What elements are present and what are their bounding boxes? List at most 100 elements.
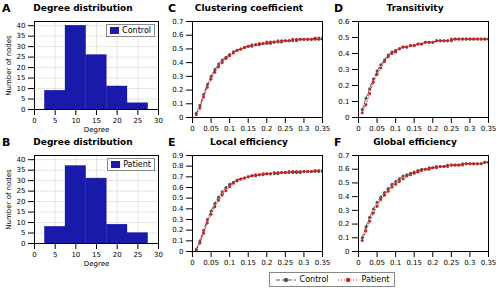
svg-text:0.5: 0.5 <box>172 194 183 202</box>
svg-text:0.4: 0.4 <box>172 59 184 67</box>
svg-text:30: 30 <box>154 251 163 259</box>
svg-text:0.3: 0.3 <box>298 259 309 267</box>
svg-text:0.1: 0.1 <box>172 100 183 108</box>
svg-text:0.3: 0.3 <box>172 216 183 224</box>
svg-text:0: 0 <box>32 251 36 259</box>
svg-text:0.3: 0.3 <box>338 207 349 215</box>
svg-text:0.9: 0.9 <box>172 152 183 160</box>
svg-text:Degree: Degree <box>84 126 109 134</box>
svg-text:0: 0 <box>21 106 25 114</box>
svg-text:0.35: 0.35 <box>481 125 497 133</box>
svg-text:Number of nodes: Number of nodes <box>5 35 13 96</box>
svg-text:35: 35 <box>17 32 26 40</box>
svg-text:0.5: 0.5 <box>338 179 349 187</box>
svg-text:0.4: 0.4 <box>172 205 184 213</box>
svg-text:0: 0 <box>356 125 360 133</box>
svg-text:15: 15 <box>92 251 101 259</box>
svg-text:0.1: 0.1 <box>338 234 349 242</box>
svg-text:5: 5 <box>53 251 57 259</box>
svg-text:0.35: 0.35 <box>315 125 331 133</box>
svg-text:0.35: 0.35 <box>315 259 331 267</box>
svg-text:0: 0 <box>345 114 349 122</box>
svg-text:0: 0 <box>190 125 194 133</box>
svg-text:0.6: 0.6 <box>338 18 350 26</box>
svg-text:15: 15 <box>92 117 101 125</box>
svg-text:10: 10 <box>71 117 80 125</box>
svg-text:0.05: 0.05 <box>369 259 385 267</box>
svg-text:0.2: 0.2 <box>338 220 349 228</box>
svg-text:Number of nodes: Number of nodes <box>5 169 13 230</box>
svg-text:20: 20 <box>113 251 122 259</box>
svg-text:40: 40 <box>17 156 26 164</box>
svg-text:0.2: 0.2 <box>427 125 438 133</box>
svg-text:0.25: 0.25 <box>278 125 294 133</box>
svg-text:0.3: 0.3 <box>338 66 349 74</box>
svg-text:10: 10 <box>71 251 80 259</box>
svg-text:30: 30 <box>154 117 163 125</box>
svg-text:20: 20 <box>17 198 26 206</box>
svg-text:0: 0 <box>179 248 183 256</box>
svg-text:25: 25 <box>133 251 142 259</box>
svg-text:15: 15 <box>17 74 26 82</box>
svg-text:0.15: 0.15 <box>240 125 256 133</box>
svg-text:10: 10 <box>17 219 26 227</box>
svg-text:0: 0 <box>179 114 183 122</box>
svg-text:0.7: 0.7 <box>338 152 349 160</box>
svg-text:25: 25 <box>17 53 26 61</box>
svg-text:0.8: 0.8 <box>172 162 183 170</box>
svg-text:0: 0 <box>190 259 194 267</box>
svg-text:0.1: 0.1 <box>390 259 401 267</box>
svg-text:0.4: 0.4 <box>338 50 350 58</box>
svg-text:0.1: 0.1 <box>172 237 183 245</box>
svg-text:30: 30 <box>17 43 26 51</box>
svg-text:0.05: 0.05 <box>203 125 219 133</box>
svg-text:0: 0 <box>345 248 349 256</box>
svg-text:0.3: 0.3 <box>464 259 475 267</box>
svg-text:5: 5 <box>21 229 25 237</box>
svg-text:0.7: 0.7 <box>172 173 183 181</box>
svg-text:Degree: Degree <box>84 260 109 268</box>
svg-text:40: 40 <box>17 22 26 30</box>
svg-text:0.15: 0.15 <box>240 259 256 267</box>
svg-text:0.15: 0.15 <box>406 125 422 133</box>
svg-text:0.5: 0.5 <box>338 34 349 42</box>
svg-text:35: 35 <box>17 166 26 174</box>
svg-text:0: 0 <box>21 240 25 248</box>
svg-text:30: 30 <box>17 177 26 185</box>
svg-text:0.3: 0.3 <box>464 125 475 133</box>
svg-text:0.1: 0.1 <box>224 259 235 267</box>
svg-text:0.1: 0.1 <box>338 98 349 106</box>
svg-text:20: 20 <box>113 117 122 125</box>
svg-text:0.5: 0.5 <box>172 45 183 53</box>
svg-text:5: 5 <box>21 95 25 103</box>
svg-text:0.25: 0.25 <box>278 259 294 267</box>
svg-text:15: 15 <box>17 208 26 216</box>
svg-text:0: 0 <box>356 259 360 267</box>
svg-text:25: 25 <box>17 187 26 195</box>
svg-text:0.25: 0.25 <box>444 259 460 267</box>
svg-text:0.05: 0.05 <box>203 259 219 267</box>
svg-text:0.1: 0.1 <box>224 125 235 133</box>
svg-text:0.05: 0.05 <box>369 125 385 133</box>
svg-text:0.6: 0.6 <box>338 165 350 173</box>
svg-text:0.15: 0.15 <box>406 259 422 267</box>
svg-text:0.6: 0.6 <box>172 184 184 192</box>
svg-text:0.3: 0.3 <box>298 125 309 133</box>
svg-text:10: 10 <box>17 85 26 93</box>
svg-text:0.7: 0.7 <box>172 18 183 26</box>
svg-text:25: 25 <box>133 117 142 125</box>
svg-text:0.1: 0.1 <box>390 125 401 133</box>
svg-text:5: 5 <box>53 117 57 125</box>
svg-text:0.2: 0.2 <box>261 125 272 133</box>
svg-text:0.2: 0.2 <box>172 86 183 94</box>
svg-text:0.25: 0.25 <box>444 125 460 133</box>
svg-text:0.35: 0.35 <box>481 259 497 267</box>
svg-text:0.2: 0.2 <box>338 82 349 90</box>
svg-text:0.6: 0.6 <box>172 31 184 39</box>
svg-text:0.2: 0.2 <box>427 259 438 267</box>
svg-text:0.2: 0.2 <box>261 259 272 267</box>
svg-text:0.4: 0.4 <box>338 193 350 201</box>
svg-text:0.3: 0.3 <box>172 73 183 81</box>
svg-text:0: 0 <box>32 117 36 125</box>
svg-text:0.2: 0.2 <box>172 226 183 234</box>
